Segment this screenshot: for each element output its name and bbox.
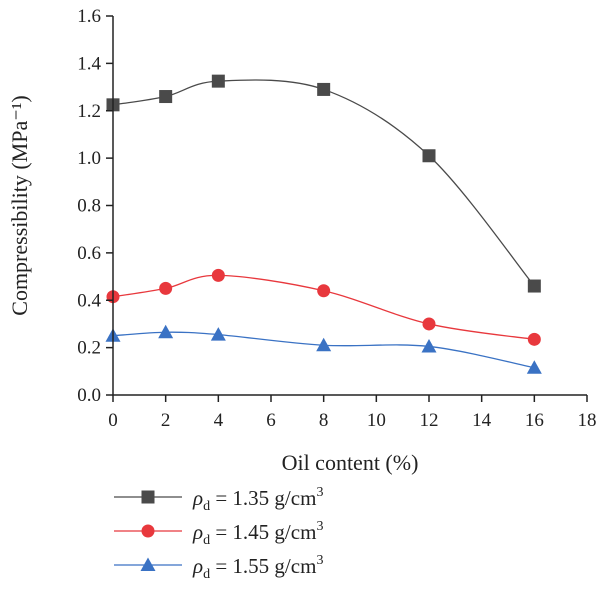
legend-3-marker [140, 557, 156, 571]
series-3-point [421, 338, 437, 353]
series-3-point [526, 360, 542, 374]
x-tick-label: 18 [578, 410, 597, 431]
x-tick-label: 12 [420, 410, 439, 431]
legend-2-label: ρd = 1.45 g/cm3 [192, 519, 323, 548]
series-1-point [159, 90, 173, 104]
x-axis-title: Oil content (%) [282, 450, 419, 475]
series-2-point [527, 332, 541, 346]
x-tick-label: 10 [367, 410, 386, 431]
series-1-point [422, 149, 436, 163]
legend-1-label: ρd = 1.35 g/cm3 [192, 485, 323, 514]
series-3-point [210, 327, 226, 341]
y-tick-label: 0.0 [77, 385, 101, 406]
legend: ρd = 1.35 g/cm3 ρd = 1.45 g/cm3 ρd = 1.55 … [114, 485, 323, 582]
axis-lines [112, 16, 587, 396]
x-tick-label: 2 [161, 410, 171, 431]
y-tick-label: 1.0 [77, 148, 101, 169]
y-tick-label: 0.6 [77, 243, 101, 264]
axes: 0.0 0.2 0.4 0.6 0.8 1.0 1.2 1.4 1.6 0 2 4 6 8 10 12 14 16… [77, 6, 596, 431]
y-tick-label: 1.6 [77, 6, 101, 27]
legend-2-marker [141, 524, 155, 538]
y-tick-label: 1.2 [77, 101, 101, 122]
x-tick-label: 8 [319, 410, 329, 431]
series-3-point [158, 324, 174, 339]
x-tick-label: 6 [266, 410, 276, 431]
series-2-point [422, 317, 436, 331]
y-axis-title: Compressibility (MPa⁻¹) [7, 95, 32, 315]
y-tick-label: 0.8 [77, 196, 101, 217]
x-tick-label: 16 [525, 410, 544, 431]
plot-area [105, 74, 542, 374]
y-tick-label: 1.4 [77, 53, 101, 74]
series-1-point [211, 74, 225, 88]
legend-3-label: ρd = 1.55 g/cm3 [192, 553, 323, 582]
series-1-point [527, 279, 541, 293]
y-tick-label: 0.2 [77, 338, 101, 359]
y-tick-label: 0.4 [77, 290, 101, 311]
series-2-point [317, 284, 331, 298]
series-2-point [211, 268, 225, 282]
series-1-line [112, 79, 535, 287]
legend-1-marker [141, 490, 155, 504]
series-3-point [316, 337, 332, 352]
series-2-point [159, 281, 173, 295]
series-1-point [317, 82, 331, 96]
x-tick-label: 4 [214, 410, 224, 431]
x-tick-label: 0 [108, 410, 118, 431]
x-tick-label: 14 [472, 410, 492, 431]
